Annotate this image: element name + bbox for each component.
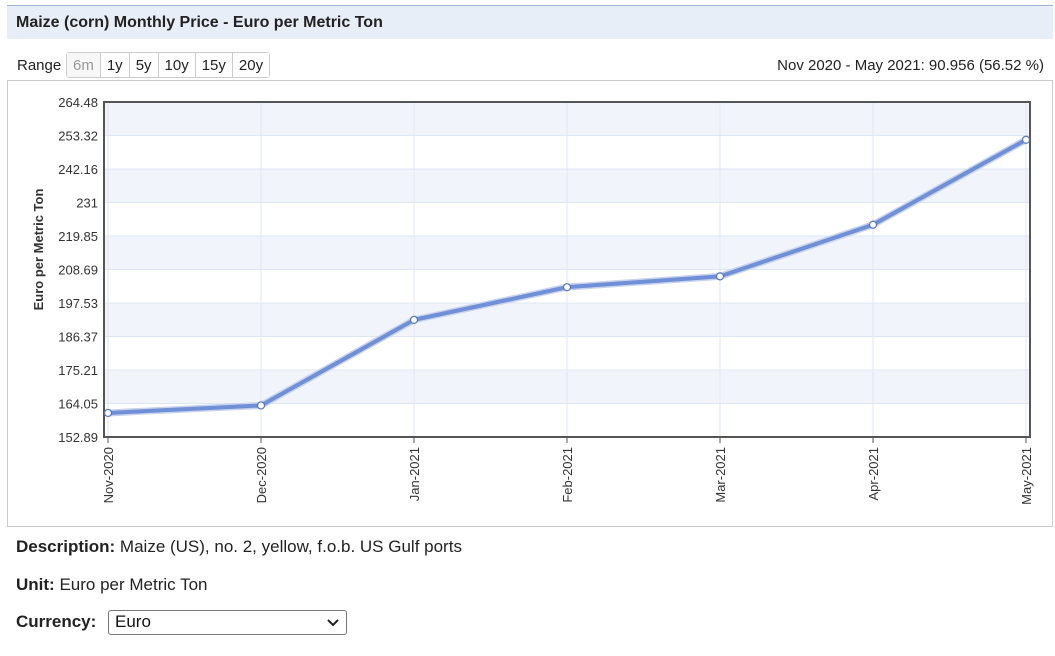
y-axis-label: Euro per Metric Ton bbox=[31, 189, 46, 311]
chart-container: 152.89 164.05 175.21 186.37 197.53 208.69 219.… bbox=[7, 80, 1053, 527]
x-tick-label: Apr-2021 bbox=[866, 447, 881, 500]
data-point bbox=[103, 408, 113, 418]
chevron-down-icon bbox=[327, 619, 339, 627]
data-point bbox=[562, 283, 572, 292]
range-button-1y[interactable]: 1y bbox=[100, 53, 130, 77]
y-tick-label: 164.05 bbox=[58, 397, 98, 412]
unit-label: Unit: bbox=[16, 575, 55, 594]
currency-label: Currency: bbox=[16, 612, 96, 632]
x-tick-label: Dec-2020 bbox=[254, 447, 269, 503]
range-button-group: 6m 1y 5y 10y 15y 20y bbox=[66, 52, 271, 78]
range-button-6m[interactable]: 6m bbox=[67, 53, 101, 77]
range-label: Range bbox=[17, 57, 62, 74]
plot-frame bbox=[103, 101, 1031, 438]
range-summary: Nov 2020 - May 2021: 90.956 (56.52 %) bbox=[777, 57, 1044, 74]
x-tick-label: Mar-2021 bbox=[713, 447, 728, 503]
y-tick-label: 219.85 bbox=[58, 229, 98, 244]
description-label: Description: bbox=[16, 537, 116, 556]
y-tick-label: 253.32 bbox=[58, 129, 98, 144]
y-tick-label: 197.53 bbox=[58, 296, 98, 311]
range-button-10y[interactable]: 10y bbox=[158, 53, 196, 77]
y-tick-label: 208.69 bbox=[58, 263, 98, 278]
currency-label-text: Currency: bbox=[16, 612, 97, 631]
y-tick-label: 152.89 bbox=[58, 430, 98, 445]
data-point bbox=[868, 220, 878, 229]
data-point bbox=[256, 401, 266, 410]
currency-selected-value: Euro bbox=[115, 612, 151, 631]
range-button-20y[interactable]: 20y bbox=[232, 53, 270, 77]
data-point bbox=[715, 272, 725, 281]
y-tick-label: 186.37 bbox=[58, 330, 98, 345]
x-tick-label: Feb-2021 bbox=[560, 447, 575, 503]
description-row: Description: Maize (US), no. 2, yellow, … bbox=[16, 537, 462, 557]
data-point bbox=[1021, 135, 1031, 144]
range-button-5y[interactable]: 5y bbox=[129, 53, 159, 77]
x-tick-label: Nov-2020 bbox=[101, 447, 116, 503]
chart-title: Maize (corn) Monthly Price - Euro per Me… bbox=[7, 5, 1053, 39]
range-button-15y[interactable]: 15y bbox=[195, 53, 233, 77]
data-point bbox=[409, 315, 419, 324]
unit-row: Unit: Euro per Metric Ton bbox=[16, 575, 207, 595]
description-text: Maize (US), no. 2, yellow, f.o.b. US Gul… bbox=[119, 537, 462, 556]
y-tick-label: 175.21 bbox=[58, 363, 98, 378]
x-tick-label: Jan-2021 bbox=[407, 447, 422, 501]
y-tick-label: 231 bbox=[76, 196, 98, 211]
y-tick-label: 264.48 bbox=[58, 95, 98, 110]
x-tick-label: May-2021 bbox=[1019, 447, 1034, 505]
y-tick-label: 242.16 bbox=[58, 162, 98, 177]
unit-text: Euro per Metric Ton bbox=[59, 575, 208, 594]
line-chart: 152.89 164.05 175.21 186.37 197.53 208.69 219.… bbox=[31, 95, 1034, 505]
currency-select[interactable]: Euro bbox=[108, 610, 347, 635]
